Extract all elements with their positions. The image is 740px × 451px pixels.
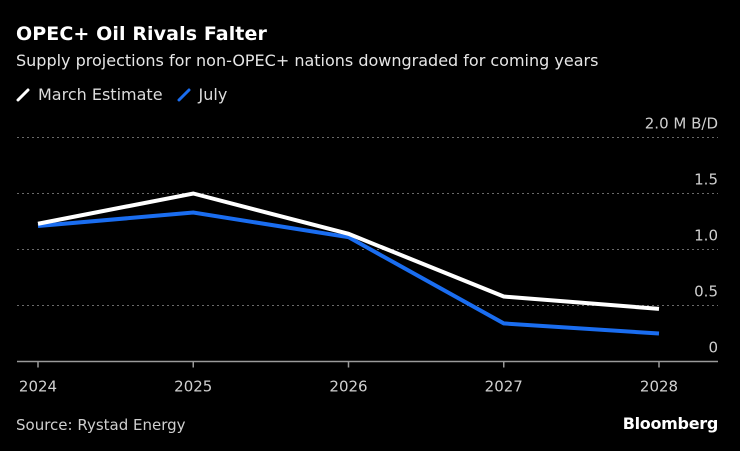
y-tick-label: 0.5 bbox=[694, 283, 718, 301]
x-tick-label: 2025 bbox=[174, 378, 212, 396]
chart-subtitle: Supply projections for non-OPEC+ nations… bbox=[16, 51, 599, 70]
x-tick-label: 2024 bbox=[19, 378, 57, 396]
chart-title: OPEC+ Oil Rivals Falter bbox=[16, 23, 267, 45]
legend-line-icon bbox=[16, 88, 30, 101]
legend-item-july: July bbox=[177, 85, 228, 104]
series-line-july bbox=[37, 210, 660, 336]
legend-label: July bbox=[198, 85, 228, 104]
bloomberg-logo: Bloomberg bbox=[622, 414, 719, 433]
x-tick-label: 2028 bbox=[640, 378, 678, 396]
y-tick-label: 0 bbox=[708, 339, 718, 357]
legend-item-march-estimate: March Estimate bbox=[16, 85, 163, 104]
source-note: Source: Rystad Energy bbox=[16, 416, 186, 434]
y-axis-ticks: 0 0.5 1.0 1.5 2.0 M B/D bbox=[645, 115, 718, 357]
legend-label: March Estimate bbox=[38, 85, 163, 104]
x-tick-label: 2026 bbox=[329, 378, 367, 396]
series-lines bbox=[37, 191, 660, 336]
legend-line-icon bbox=[177, 88, 191, 101]
gridlines bbox=[17, 137, 718, 306]
x-axis: 2024 2025 2026 2027 2028 bbox=[17, 360, 718, 396]
y-tick-label: 2.0 M B/D bbox=[645, 115, 718, 133]
y-tick-label: 1.5 bbox=[694, 171, 718, 189]
series-line-march-estimate bbox=[37, 191, 660, 311]
y-tick-label: 1.0 bbox=[694, 227, 718, 245]
legend: March Estimate July bbox=[16, 85, 241, 104]
x-tick-label: 2027 bbox=[485, 378, 523, 396]
